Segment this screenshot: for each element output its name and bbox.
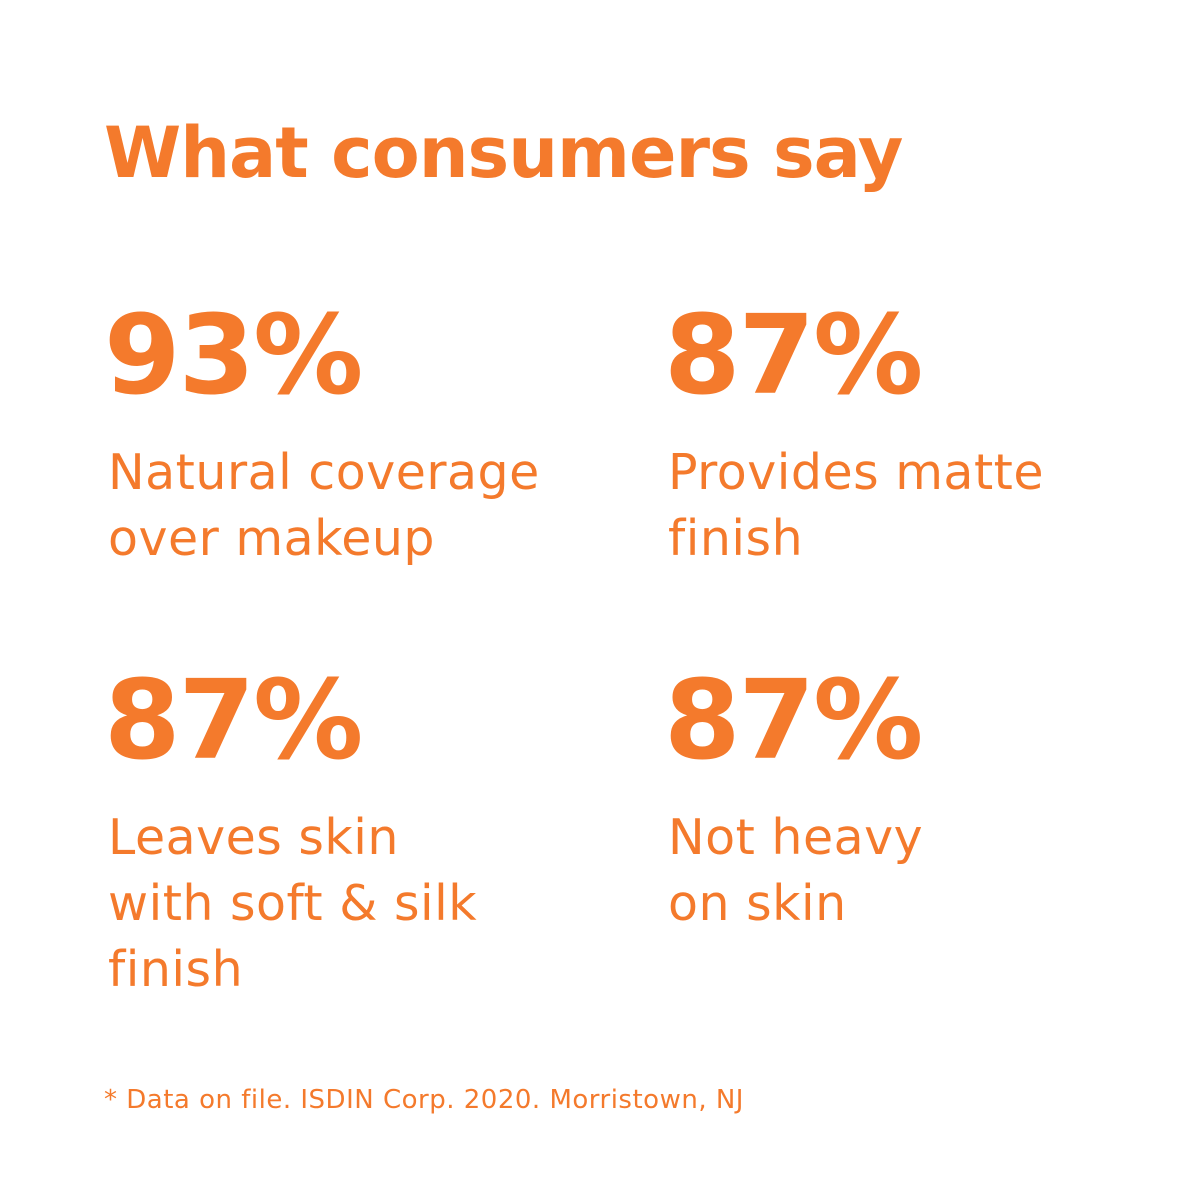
stat-value: 87% xyxy=(664,656,923,784)
stat-label: Provides matte finish xyxy=(668,440,1164,572)
stat-label: Natural coverage over makeup xyxy=(108,440,604,572)
stat-label-line: with soft & silk xyxy=(108,875,478,932)
stat-label-line: Natural coverage xyxy=(108,444,540,501)
stat-label-line: on skin xyxy=(668,875,847,932)
stat-label: Not heavy on skin xyxy=(668,805,1164,937)
stat-matte-finish: 87% Provides matte finish xyxy=(664,300,1164,572)
stat-label-line: over makeup xyxy=(108,510,436,567)
stat-label-line: finish xyxy=(108,941,244,998)
stat-label: Leaves skin with soft & silk finish xyxy=(108,805,604,1003)
stat-value: 87% xyxy=(104,656,363,784)
footnote: * Data on file. ISDIN Corp. 2020. Morris… xyxy=(104,1085,744,1115)
stat-value: 87% xyxy=(664,291,923,419)
stat-not-heavy: 87% Not heavy on skin xyxy=(664,665,1164,937)
stat-value: 93% xyxy=(104,291,363,419)
stat-label-line: Leaves skin xyxy=(108,809,399,866)
stat-soft-silk-finish: 87% Leaves skin with soft & silk finish xyxy=(104,665,604,1003)
stat-label-line: Not heavy xyxy=(668,809,924,866)
stat-label-line: finish xyxy=(668,510,804,567)
stat-natural-coverage: 93% Natural coverage over makeup xyxy=(104,300,604,572)
stat-label-line: Provides matte xyxy=(668,444,1045,501)
headline: What consumers say xyxy=(104,112,903,194)
